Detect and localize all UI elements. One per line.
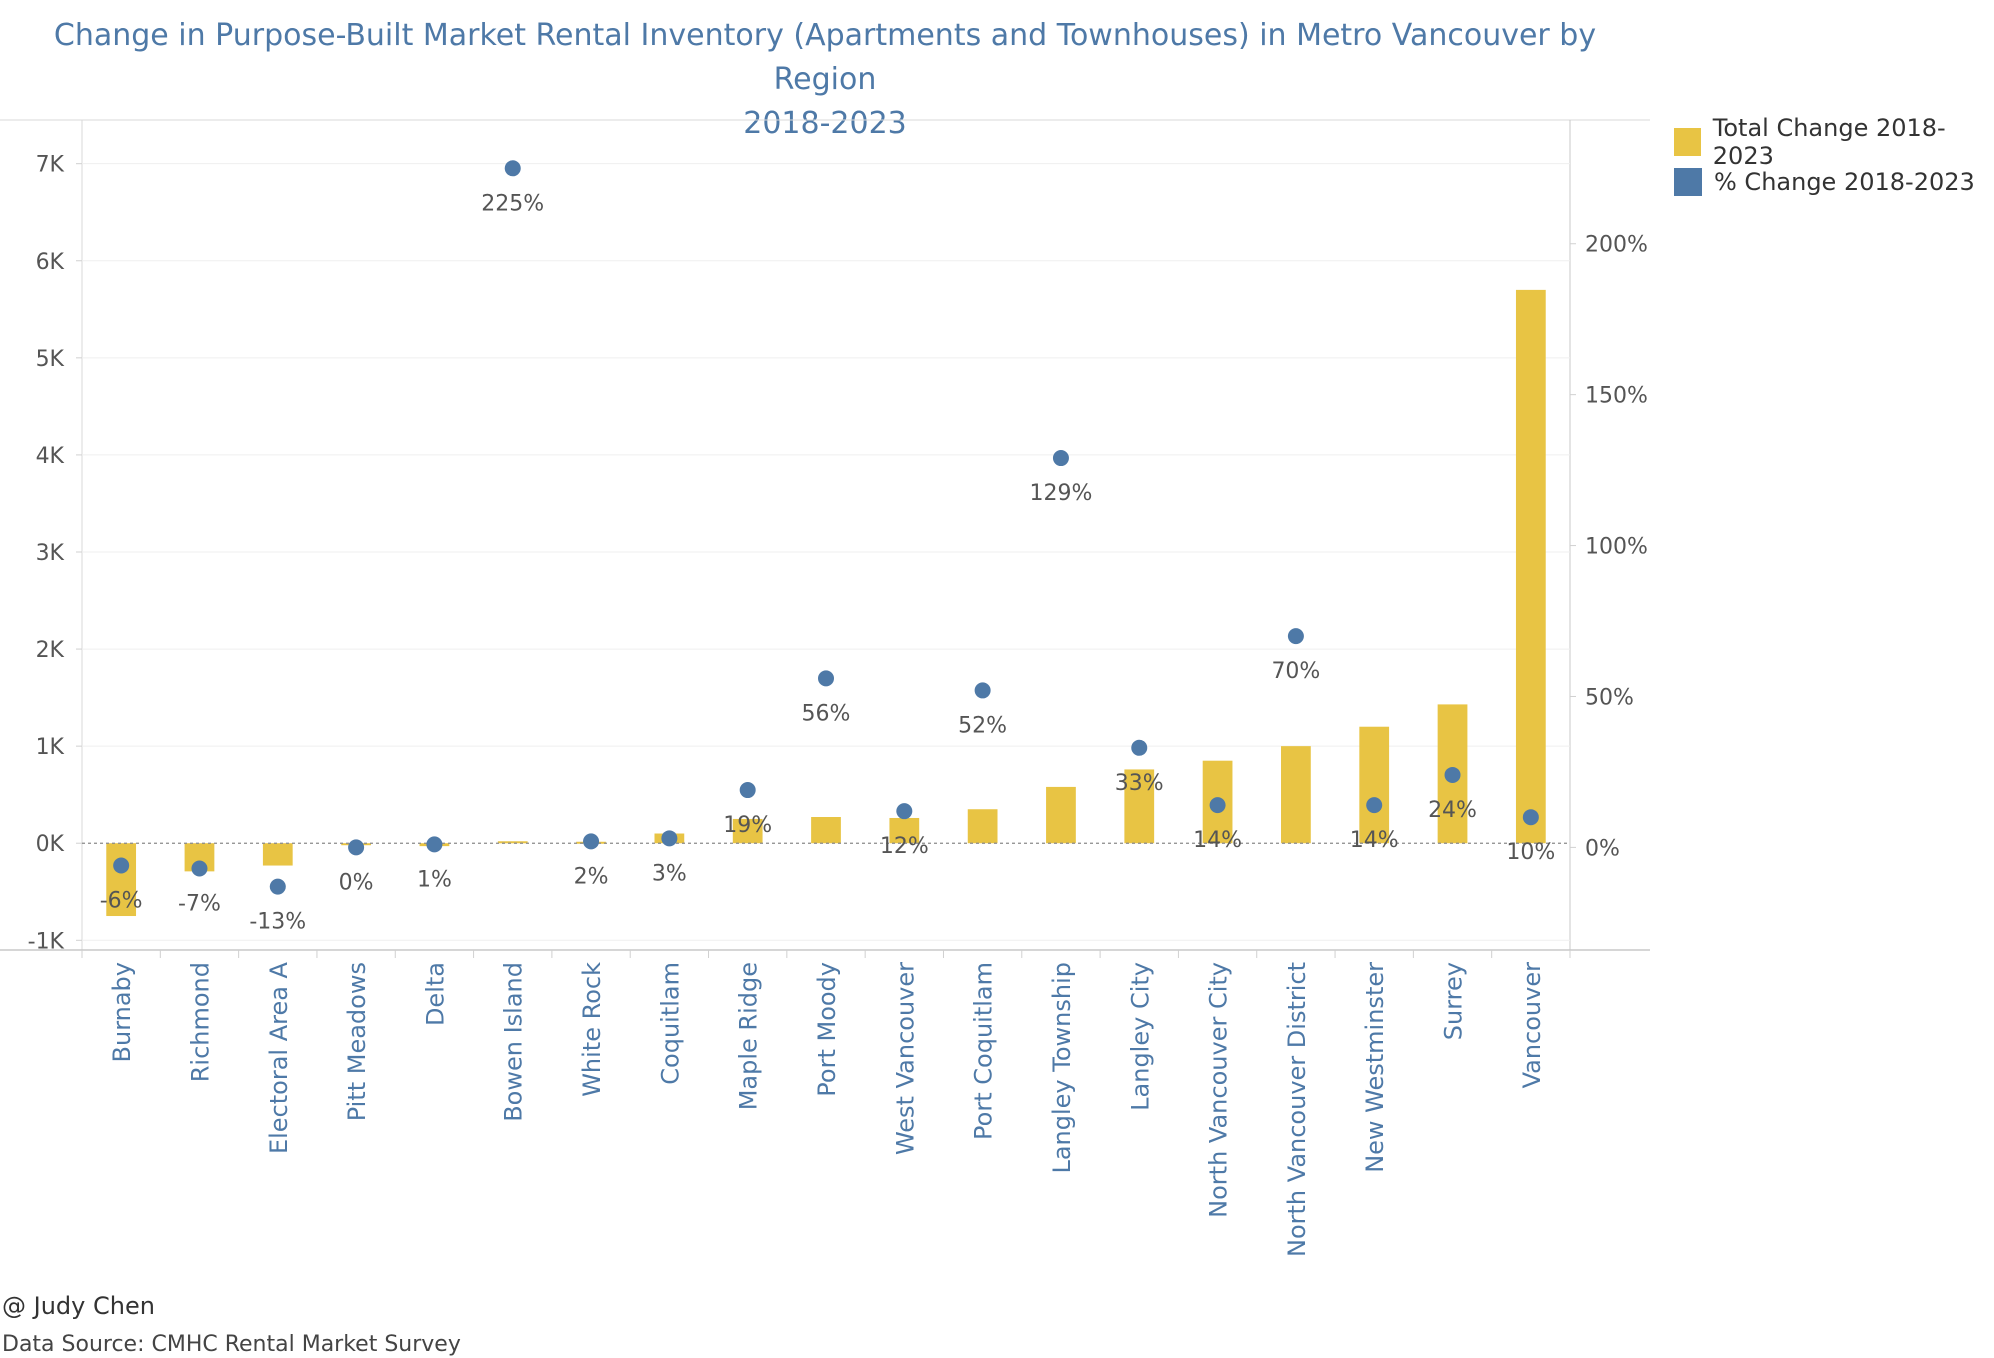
- point-pct-change: [113, 857, 130, 874]
- point-pct-change: [1444, 766, 1461, 783]
- x-category-label: Port Coquitlam: [970, 962, 998, 1140]
- x-category-label: Richmond: [186, 962, 214, 1082]
- bar-total-change: [262, 843, 293, 866]
- point-pct-change: [1287, 628, 1304, 645]
- point-pct-change: [1131, 739, 1148, 756]
- y-left-tick-label: 3K: [36, 541, 65, 566]
- x-category-label: Delta: [421, 962, 449, 1026]
- x-category-label: Surrey: [1440, 962, 1468, 1040]
- bar-total-change: [497, 841, 528, 844]
- x-category-label: Langley City: [1126, 962, 1154, 1111]
- y-right-tick-label: 100%: [1585, 535, 1648, 560]
- point-label: 3%: [652, 861, 687, 886]
- x-category-label: North Vancouver City: [1205, 962, 1233, 1218]
- y-left-tick-label: 7K: [36, 153, 65, 178]
- point-pct-change: [269, 878, 286, 895]
- y-right-tick-label: 50%: [1585, 685, 1634, 710]
- chart-title-line-2: 2018-2023: [743, 106, 907, 141]
- point-label: -13%: [249, 910, 306, 935]
- point-label: 0%: [339, 870, 374, 895]
- point-label: 12%: [880, 834, 929, 859]
- legend-swatch-total-change: [1674, 128, 1701, 156]
- point-label: -7%: [178, 892, 221, 917]
- bar-total-change: [811, 817, 841, 844]
- point-label: 19%: [723, 813, 772, 838]
- point-pct-change: [1522, 809, 1539, 826]
- point-pct-change: [974, 682, 991, 699]
- x-category-label: Burnaby: [108, 962, 136, 1062]
- y-left-tick-label: 1K: [36, 735, 65, 760]
- point-label: 14%: [1350, 828, 1399, 853]
- x-category-label: Port Moody: [813, 962, 841, 1097]
- point-label: 52%: [958, 713, 1007, 738]
- legend-item-total-change: Total Change 2018-2023: [1674, 114, 1994, 170]
- point-label: 1%: [417, 867, 452, 892]
- x-category-label: New Westminster: [1361, 962, 1389, 1173]
- y-left-tick-label: 4K: [36, 444, 65, 469]
- point-label: 225%: [481, 191, 544, 216]
- x-category-label: Coquitlam: [656, 962, 684, 1085]
- point-pct-change: [739, 782, 756, 799]
- point-pct-change: [348, 839, 365, 856]
- x-category-label: Maple Ridge: [735, 962, 763, 1110]
- x-category-label: Electoral Area A: [265, 961, 293, 1154]
- chart-title: Change in Purpose-Built Market Rental In…: [0, 14, 1650, 146]
- point-pct-change: [191, 860, 208, 877]
- bar-total-change: [1124, 769, 1155, 844]
- point-label: 33%: [1115, 771, 1164, 796]
- legend-item-pct-change: % Change 2018-2023: [1674, 162, 1994, 202]
- y-right-tick-label: 150%: [1585, 384, 1648, 409]
- data-source-text: Data Source: CMHC Rental Market Survey: [2, 1332, 461, 1357]
- point-pct-change: [504, 160, 521, 177]
- y-left-tick-label: 5K: [36, 347, 65, 372]
- point-label: 2%: [574, 864, 609, 889]
- x-category-label: Bowen Island: [500, 962, 528, 1122]
- point-pct-change: [896, 803, 913, 820]
- y-left-tick-label: -1K: [28, 929, 65, 954]
- bar-total-change: [889, 817, 920, 844]
- point-label: 70%: [1271, 659, 1320, 684]
- y-left-tick-label: 2K: [36, 638, 65, 663]
- legend-label-pct-change: % Change 2018-2023: [1714, 168, 1975, 196]
- y-right-tick-label: 200%: [1585, 233, 1648, 258]
- y-right-tick-label: 0%: [1585, 836, 1620, 861]
- point-label: 14%: [1193, 828, 1242, 853]
- bar-total-change: [732, 818, 763, 844]
- credit-text: @ Judy Chen: [2, 1292, 155, 1320]
- y-left-tick-label: 6K: [36, 250, 65, 275]
- bar-total-change: [1281, 746, 1311, 844]
- chart-area: -1K 0K 1K 2K 3K 4K 5K 6K 7K 0% 50% 100% 150% 200% -6% -…: [0, 119, 1650, 1257]
- x-category-label: West Vancouver: [891, 962, 919, 1155]
- legend: Total Change 2018-2023 % Change 2018-202…: [1674, 114, 1994, 202]
- y-left-tick-label: 0K: [36, 832, 65, 857]
- point-pct-change: [818, 670, 834, 687]
- x-category-label: Vancouver: [1518, 962, 1546, 1089]
- point-pct-change: [426, 836, 443, 853]
- point-label: 10%: [1506, 840, 1555, 865]
- point-pct-change: [583, 833, 600, 850]
- x-category-label: White Rock: [578, 962, 606, 1097]
- bar-total-change: [1046, 786, 1076, 844]
- bar-total-change: [1515, 289, 1546, 844]
- point-label: 24%: [1428, 798, 1477, 823]
- point-pct-change: [661, 830, 678, 847]
- x-category-label: North Vancouver District: [1283, 962, 1311, 1257]
- bar-total-change: [1359, 726, 1390, 844]
- legend-label-total-change: Total Change 2018-2023: [1712, 114, 1946, 170]
- point-pct-change: [1366, 797, 1383, 814]
- bar-total-change: [967, 809, 998, 844]
- chart-title-line-1: Change in Purpose-Built Market Rental In…: [53, 18, 1597, 97]
- point-label: -6%: [100, 888, 143, 913]
- point-pct-change: [1209, 797, 1226, 814]
- legend-swatch-pct-change: [1674, 168, 1702, 196]
- x-category-label: Pitt Meadows: [343, 962, 371, 1121]
- point-label: 129%: [1029, 481, 1092, 506]
- point-pct-change: [1052, 450, 1069, 467]
- x-category-label: Langley Township: [1048, 962, 1076, 1174]
- point-label: 56%: [802, 701, 851, 726]
- bar-total-change: [106, 843, 137, 917]
